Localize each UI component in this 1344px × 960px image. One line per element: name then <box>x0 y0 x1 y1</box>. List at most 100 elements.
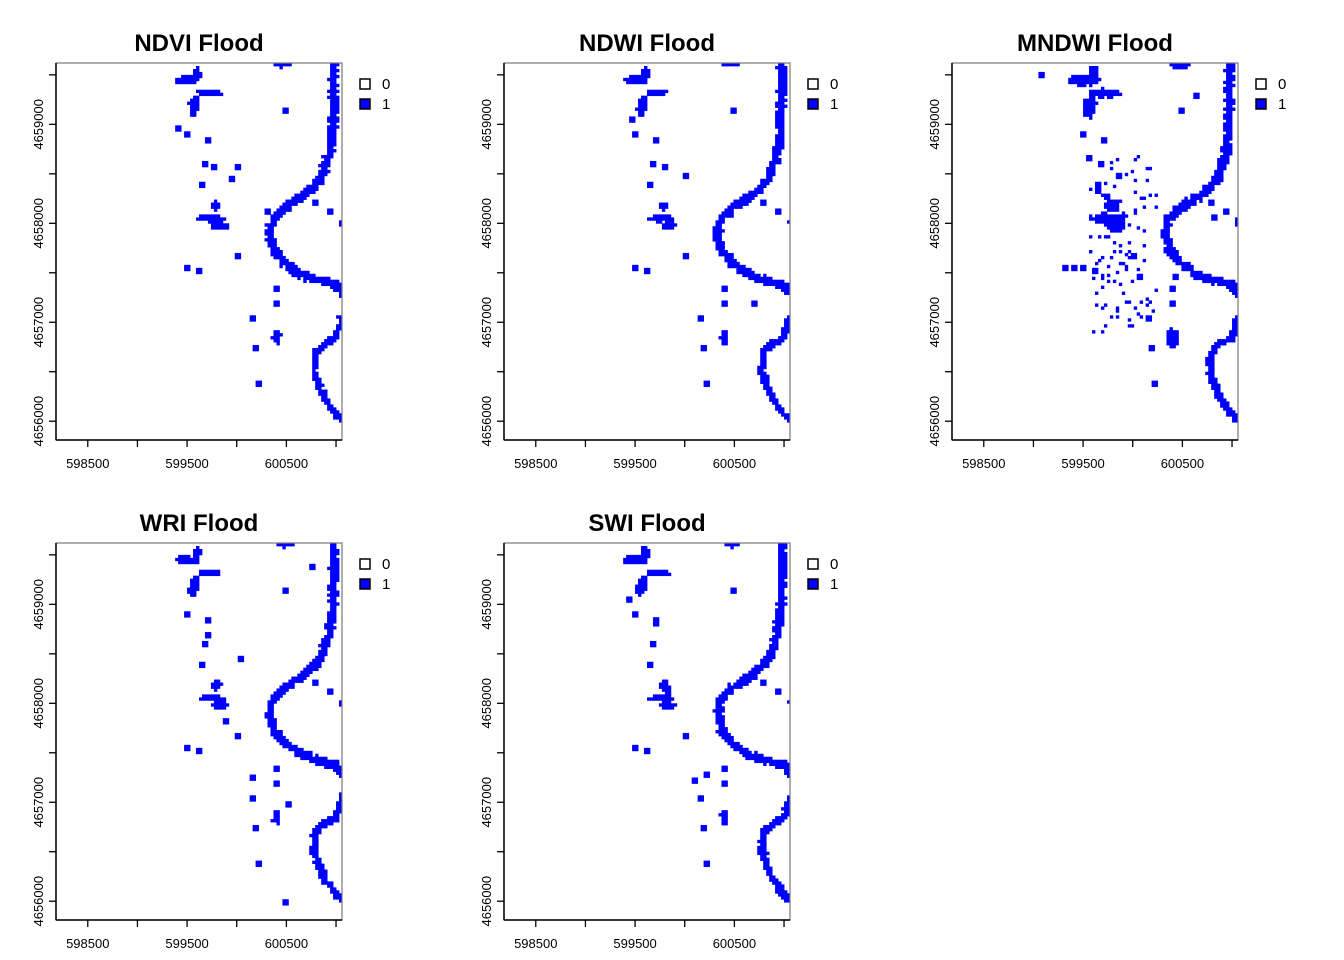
flood-cell <box>647 181 651 186</box>
flood-cell <box>273 810 277 814</box>
flood-cell <box>742 676 746 680</box>
flood-cell <box>1211 345 1215 349</box>
flood-cell <box>760 347 764 352</box>
flood-cell <box>219 220 224 224</box>
flood-cell <box>775 104 779 108</box>
flood-cell <box>644 68 648 73</box>
flood-cell <box>321 398 325 402</box>
flood-cell <box>670 217 675 221</box>
flood-cell <box>632 560 636 565</box>
flood-cell <box>778 71 782 76</box>
flood-cell <box>784 575 788 580</box>
flood-cell <box>1226 146 1230 150</box>
flood-cell <box>1100 89 1105 94</box>
flood-cell <box>778 125 782 129</box>
flood-cell <box>647 548 651 553</box>
flood-cell <box>781 605 785 609</box>
flood-cell <box>781 86 785 91</box>
flood-cell <box>757 759 761 764</box>
flood-cell <box>778 208 782 212</box>
flood-cell <box>784 71 788 76</box>
flood-cell <box>778 566 782 571</box>
flood-cell <box>766 759 770 764</box>
flood-cell <box>187 77 191 82</box>
flood-cell <box>778 282 782 287</box>
x-tick-label: 598500 <box>514 456 557 471</box>
flood-cell <box>644 267 648 272</box>
flood-cell <box>778 157 782 162</box>
flood-cell <box>781 101 785 105</box>
flood-cell <box>724 694 728 698</box>
flood-cell <box>760 661 764 666</box>
flood-cell <box>1166 217 1170 221</box>
flood-cell <box>781 762 785 767</box>
flood-cell <box>276 339 280 343</box>
flood-cell <box>327 816 331 820</box>
flood-cell <box>306 753 310 758</box>
flood-cell <box>255 383 259 387</box>
flood-cell <box>763 827 767 832</box>
flood-cell <box>187 587 191 591</box>
flood-cell <box>291 685 295 689</box>
flood-cell <box>297 676 301 680</box>
flood-cell <box>291 543 295 547</box>
flood-cell <box>718 229 722 233</box>
flood-cell <box>1089 98 1093 102</box>
flood-cell <box>219 703 224 707</box>
flood-cell <box>727 205 731 209</box>
flood-cell <box>333 810 337 814</box>
flood-cell <box>766 347 770 352</box>
flood-cell <box>784 83 788 88</box>
flood-cell <box>1199 193 1203 197</box>
flood-cell <box>706 860 710 864</box>
flood-cell <box>763 759 767 764</box>
flood-cell <box>781 578 785 582</box>
flood-cell <box>724 300 728 304</box>
flood-cell <box>757 845 761 850</box>
flood-cell <box>1223 86 1227 91</box>
flood-cell <box>775 759 779 764</box>
legend: 01 <box>807 76 838 113</box>
flood-cell <box>300 270 304 275</box>
flood-cell <box>736 747 740 752</box>
flood-cell <box>1080 131 1084 135</box>
flood-cell <box>321 872 325 876</box>
flood-cell <box>318 860 322 864</box>
flood-cell <box>216 569 221 574</box>
flood-cell <box>1106 95 1111 100</box>
flood-cell <box>273 816 277 820</box>
flood-cell <box>658 217 663 221</box>
flood-cell <box>1175 208 1179 212</box>
flood-cell <box>196 68 200 73</box>
flood-cell <box>1071 264 1075 269</box>
flood-cell <box>187 614 191 618</box>
flood-cell <box>312 371 316 376</box>
flood-cell <box>336 602 340 606</box>
flood-cell <box>1172 252 1176 257</box>
flood-cell <box>193 107 197 111</box>
flood-cell <box>1089 95 1093 100</box>
flood-cell <box>210 694 215 698</box>
flood-cell <box>327 146 331 150</box>
flood-cell <box>1214 214 1218 218</box>
flood-cell <box>1229 89 1233 94</box>
flood-cell <box>312 181 316 186</box>
y-tick-label: 4656000 <box>479 396 494 447</box>
flood-cell <box>273 730 277 734</box>
flood-cell <box>760 753 764 758</box>
flood-cell <box>336 288 340 292</box>
flood-cell <box>715 238 719 242</box>
flood-cell <box>333 611 337 615</box>
flood-cell <box>748 673 752 677</box>
flood-cell <box>1196 273 1200 278</box>
flood-cell <box>718 712 722 716</box>
flood-cell <box>784 563 788 568</box>
flood-cell <box>745 196 749 200</box>
flood-cell <box>781 813 785 817</box>
flood-cell <box>742 199 746 203</box>
flood-cell <box>718 718 722 722</box>
flood-cell <box>327 593 331 597</box>
flood-cell <box>207 572 212 577</box>
flood-cell <box>736 270 740 275</box>
flood-cell <box>664 89 669 94</box>
